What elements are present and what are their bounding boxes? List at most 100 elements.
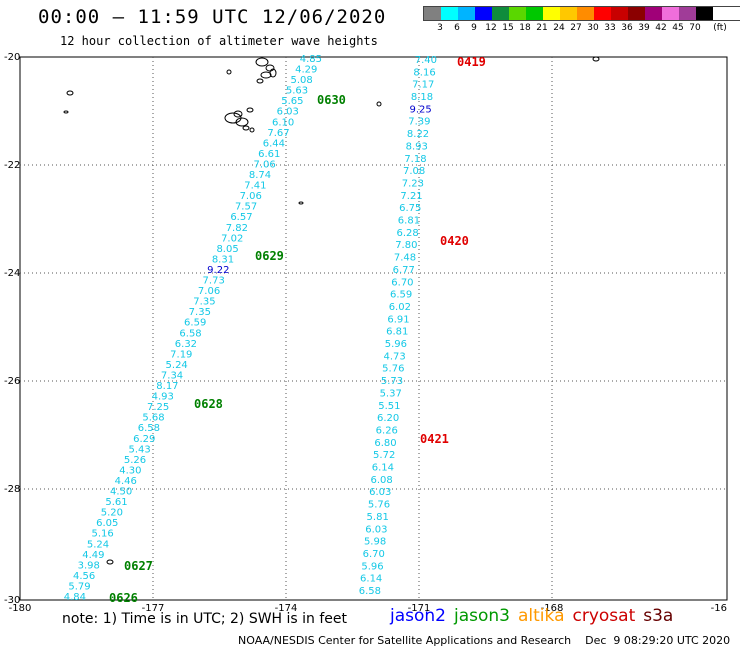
wave-height-label: 7.06: [198, 286, 220, 297]
wave-height-label: 7.57: [235, 202, 257, 213]
color-swatch: [458, 7, 475, 20]
color-scale-labels: 3 6 9 12 15 18 21 24 27 30 33 36 39 42 45 70 (ft): [423, 21, 740, 33]
latitude-tick-label: -20: [4, 52, 20, 63]
color-scale-label: 45: [672, 23, 684, 33]
color-scale-label: 21: [536, 23, 548, 33]
color-scale-label: 9: [471, 23, 477, 33]
wave-height-label: 6.08: [370, 475, 392, 486]
wave-height-label: 7.41: [244, 181, 266, 192]
island-outline: [235, 117, 249, 127]
wave-height-label: 6.44: [263, 138, 285, 149]
wave-height-label: 7.23: [402, 178, 424, 189]
latitude-tick-label: -30: [4, 595, 20, 606]
timestamp: Dec 9 08:29:20 UTC 2020: [585, 634, 731, 647]
color-scale-label: 70: [689, 23, 701, 33]
wave-height-label: 8.93: [406, 141, 428, 152]
wave-height-label: 6.58: [359, 586, 381, 597]
island-outline: [376, 101, 382, 107]
latitude-tick-label: -28: [4, 484, 20, 495]
color-swatch: [560, 7, 577, 20]
longitude-tick-label: -171: [408, 603, 431, 614]
wave-height-label: 7.06: [253, 159, 275, 170]
wave-height-label: 6.29: [133, 434, 155, 445]
wave-height-label: 8.05: [216, 244, 238, 255]
satellite-legend: jason2 jason3 altika cryosat s3a: [390, 606, 681, 626]
wave-height-label: 5.73: [381, 376, 403, 387]
wave-height-label: 6.77: [393, 265, 415, 276]
island-outline: [224, 112, 242, 124]
pass-time-label: 0627: [124, 559, 153, 573]
island-outline: [592, 56, 600, 62]
wave-height-label: 7.39: [408, 117, 430, 128]
wave-height-label: 5.26: [124, 455, 146, 466]
wave-height-label: 7.73: [203, 276, 225, 287]
wave-height-label: 6.03: [277, 107, 299, 118]
wave-height-label: 3.98: [78, 560, 100, 571]
longitude-tick-label: -16: [711, 603, 727, 614]
color-swatch: [441, 7, 458, 20]
wave-height-label: 6.59: [184, 318, 206, 329]
wave-height-label: 7.40: [415, 55, 437, 66]
color-swatch: [509, 7, 526, 20]
wave-height-label: 6.28: [397, 228, 419, 239]
color-swatch: [577, 7, 594, 20]
wave-height-label: 4.56: [73, 571, 95, 582]
map-frame: [19, 56, 728, 601]
wave-height-label: 4.29: [295, 65, 317, 76]
wave-height-label: 6.81: [386, 327, 408, 338]
wave-height-label: 9.25: [410, 104, 432, 115]
wave-height-label: 5.72: [373, 450, 395, 461]
legend-item-jason3: jason3: [454, 606, 510, 626]
wave-height-label: 7.21: [400, 191, 422, 202]
island-outline: [233, 110, 243, 118]
wave-height-label: 6.32: [175, 339, 197, 350]
wave-height-label: 6.58: [179, 328, 201, 339]
color-swatch: [526, 7, 543, 20]
wave-height-label: 4.73: [383, 351, 405, 362]
longitude-tick-label: -180: [9, 603, 32, 614]
wave-height-label: 6.58: [138, 423, 160, 434]
island-outline: [298, 201, 304, 205]
wave-height-label: 7.34: [161, 370, 183, 381]
pass-time-label: 0421: [420, 432, 449, 446]
wave-height-label: 5.37: [380, 388, 402, 399]
latitude-tick-label: -24: [4, 268, 20, 279]
wave-height-label: 8.74: [249, 170, 271, 181]
wave-height-label: 5.79: [68, 581, 90, 592]
credit-line: NOAA/NESDIS Center for Satellite Applica…: [238, 634, 730, 647]
wave-height-label: 7.35: [193, 297, 215, 308]
wave-height-label: 4.85: [300, 54, 322, 65]
color-swatch: [594, 7, 611, 20]
gridlines: [20, 57, 727, 600]
color-scale-label: 27: [570, 23, 582, 33]
color-scale-bar: [423, 6, 740, 21]
wave-height-label: 7.08: [403, 166, 425, 177]
color-swatch: [611, 7, 628, 20]
color-scale-label: 6: [454, 23, 460, 33]
color-scale-label: 3: [437, 23, 443, 33]
note-text: note: 1) Time is in UTC; 2) SWH is in fe…: [62, 611, 348, 627]
color-scale-label: 30: [587, 23, 599, 33]
wave-height-label: 7.67: [267, 128, 289, 139]
color-swatch: [424, 7, 441, 20]
color-scale-label: 42: [655, 23, 667, 33]
color-scale-label: 24: [553, 23, 565, 33]
wave-height-label: 6.61: [258, 149, 280, 160]
wave-height-label: 5.24: [166, 360, 188, 371]
pass-time-label: 0626: [109, 591, 138, 605]
pass-time-label: 0628: [194, 397, 223, 411]
color-swatch: [696, 7, 713, 20]
wave-height-label: 6.80: [374, 438, 396, 449]
wave-height-label: 7.18: [404, 154, 426, 165]
wave-height-label: 4.84: [64, 592, 86, 603]
wave-height-label: 5.43: [129, 444, 151, 455]
credit-text: NOAA/NESDIS Center for Satellite Applica…: [238, 634, 572, 647]
color-scale-label: 39: [638, 23, 650, 33]
wave-height-label: 5.24: [87, 539, 109, 550]
wave-height-label: 8.18: [411, 92, 433, 103]
legend-item-altika: altika: [518, 606, 565, 626]
wave-height-label: 6.75: [399, 203, 421, 214]
wave-height-label: 6.57: [230, 212, 252, 223]
legend-item-jason2: jason2: [390, 606, 446, 626]
wave-height-label: 4.30: [119, 465, 141, 476]
